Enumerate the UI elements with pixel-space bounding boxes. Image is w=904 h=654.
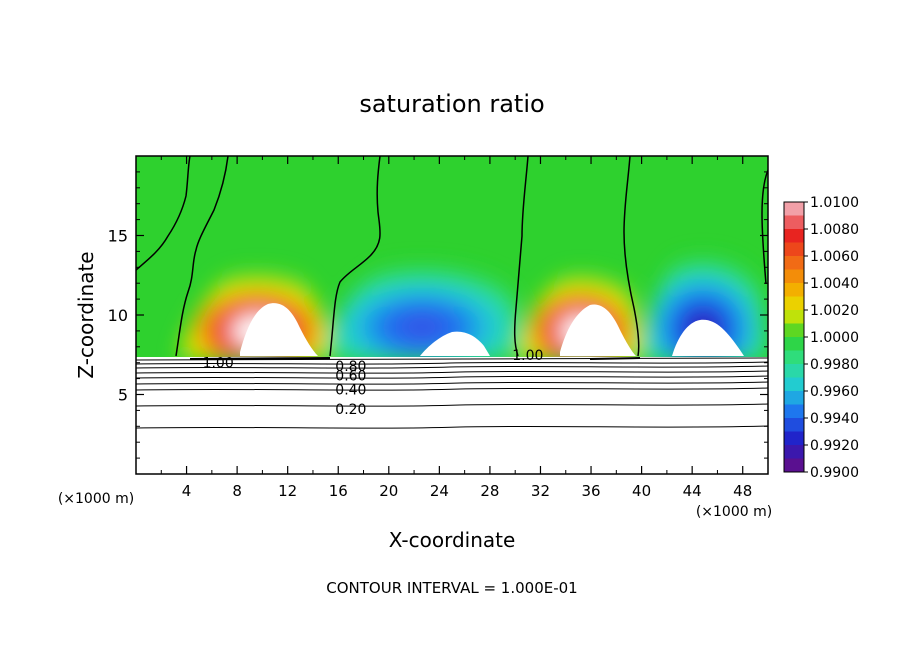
- colorbar-band: [784, 256, 804, 270]
- dry-region-center: [320, 250, 524, 360]
- y-axis-title: Z-coordinate: [74, 251, 98, 378]
- core-left: [240, 303, 318, 356]
- colorbar-band: [784, 404, 804, 419]
- contour-label: 0.20: [335, 402, 366, 418]
- contour-left-plume: [175, 156, 229, 357]
- contour-interval-note: CONTOUR INTERVAL = 1.000E-01: [326, 579, 577, 597]
- x-tick-label: 28: [480, 482, 499, 500]
- colorbar-band: [784, 269, 804, 284]
- plot-area: [136, 156, 768, 474]
- colorbar-tick-label: 1.0020: [810, 303, 859, 319]
- colorbar-tick-label: 1.0060: [810, 249, 859, 265]
- x-tick-label: 40: [632, 482, 651, 500]
- colorbar-tick-label: 1.0040: [810, 276, 859, 292]
- y-tick-label: 15: [108, 227, 128, 246]
- colorbar-band: [784, 364, 804, 378]
- contour-right-plume: [623, 156, 640, 357]
- colorbar-band: [784, 310, 804, 324]
- core-center: [420, 331, 490, 356]
- colorbar-band: [784, 323, 804, 338]
- colorbar-band: [784, 431, 804, 446]
- x-tick-label: 8: [232, 482, 242, 500]
- colorbar-band: [784, 202, 804, 216]
- x-tick-label: 4: [182, 482, 192, 500]
- dry-region-right: [638, 233, 768, 360]
- contour-lines-upper: [136, 156, 768, 357]
- x-tick-label: 44: [683, 482, 702, 500]
- contour-lines-lower: [136, 357, 768, 429]
- contour-left-edge: [136, 156, 191, 271]
- x-tick-label: 20: [379, 482, 398, 500]
- x-unit-right: (×1000 m): [696, 504, 772, 520]
- colorbar-tick-label: 0.9960: [810, 384, 859, 400]
- colorbar-band: [784, 242, 804, 257]
- colorbar-band: [784, 350, 804, 365]
- contour-label: 0.40: [335, 383, 366, 399]
- colorbar-band: [784, 283, 804, 297]
- colorbar-tick-label: 1.0000: [810, 330, 859, 346]
- colorbar-tick-label: 0.9980: [810, 357, 859, 373]
- x-axis: 4 8 12 16 20 24 28 32 36 40 44 48: [160, 156, 752, 500]
- colorbar-band: [784, 215, 804, 230]
- x-tick-label: 32: [531, 482, 550, 500]
- contour-right-edge: [761, 169, 768, 285]
- lower-domain: [136, 357, 768, 474]
- colorbar: 1.0100 1.0080 1.0060 1.0040 1.0020 1.0000 0.99…: [783, 195, 859, 481]
- x-tick-label: 36: [581, 482, 600, 500]
- x-tick-label: 24: [430, 482, 449, 500]
- y-tick-label: 5: [118, 386, 128, 405]
- y-tick-label: 10: [108, 306, 128, 325]
- colorbar-band: [784, 229, 804, 243]
- colorbar-band: [784, 391, 804, 405]
- contour-center-left: [329, 156, 381, 357]
- contour-center-right: [513, 156, 529, 357]
- contour-label: 0.80: [335, 359, 366, 375]
- chart-title: saturation ratio: [359, 90, 544, 118]
- contour-label: 1.00: [203, 356, 234, 372]
- x-tick-label: 16: [329, 482, 348, 500]
- x-tick-label: 12: [278, 482, 297, 500]
- y-axis: 5 10 15: [108, 171, 768, 459]
- core-far-right: [672, 319, 744, 356]
- contour-labels: 1.00 0.800.600.40 0.20 1.00: [203, 348, 544, 418]
- colorbar-tick-label: 0.9900: [810, 465, 859, 481]
- colorbar-band: [784, 458, 804, 473]
- colorbar-tick-label: 1.0100: [810, 195, 859, 211]
- colorbar-tick-label: 1.0080: [810, 222, 859, 238]
- x-unit-left: (×1000 m): [58, 491, 134, 507]
- colorbar-band: [784, 296, 804, 311]
- colorbar-tick-label: 0.9940: [810, 411, 859, 427]
- colorbar-band: [784, 377, 804, 392]
- x-axis-title: X-coordinate: [389, 528, 516, 552]
- contour-label: 1.00: [512, 348, 543, 364]
- colorbar-band: [784, 445, 804, 459]
- colorbar-band: [784, 337, 804, 351]
- core-right: [560, 304, 636, 356]
- colorbar-band: [784, 418, 804, 432]
- contour-label: 0.60: [335, 368, 366, 384]
- colorbar-tick-label: 0.9920: [810, 438, 859, 454]
- x-tick-label: 48: [733, 482, 752, 500]
